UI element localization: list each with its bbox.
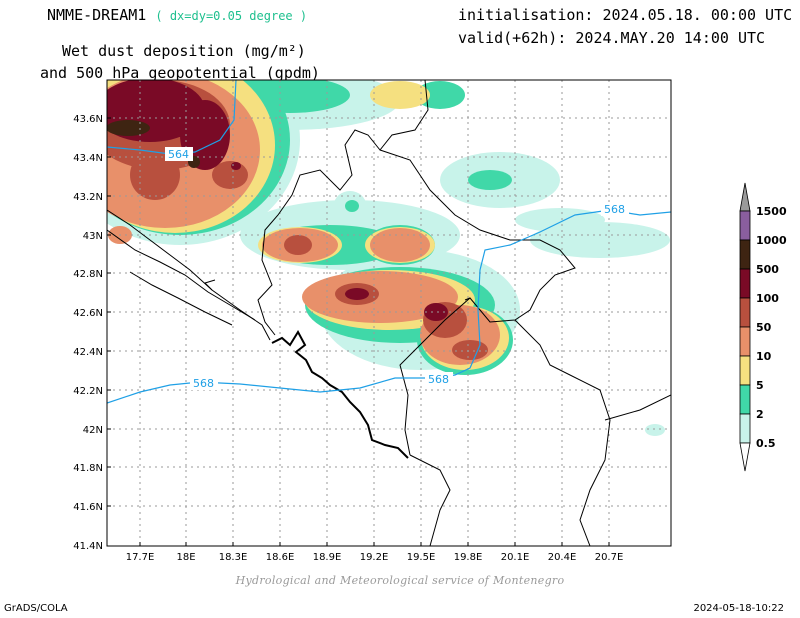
lat-label: 43.6N <box>73 114 103 125</box>
legend-swatch <box>739 355 751 386</box>
lat-label: 42.2N <box>73 386 103 397</box>
map-frame <box>106 79 672 547</box>
legend-label: 500 <box>756 263 779 276</box>
lat-label: 41.4N <box>73 541 103 552</box>
legend-label: 5 <box>756 379 764 392</box>
legend-swatch <box>739 268 751 299</box>
lat-label: 42N <box>83 425 103 436</box>
axis-ticks <box>107 117 610 546</box>
legend-swatch <box>739 210 751 241</box>
resolution-label: ( dx=dy=0.05 degree ) <box>155 9 308 23</box>
software-label: GrADS/COLA <box>4 603 68 614</box>
legend-top-arrow <box>739 182 751 212</box>
initialisation-time: initialisation: 2024.05.18. 00:00 UTC <box>458 6 793 24</box>
color-legend: 1500 1000 500 100 50 10 5 2 0.5 <box>739 182 787 472</box>
lat-label: 43.4N <box>73 153 103 164</box>
lon-label: 18E <box>176 552 195 563</box>
legend-swatch <box>739 239 751 270</box>
lon-label: 18.3E <box>219 552 248 563</box>
lat-label: 43N <box>83 231 103 242</box>
map-title-line1: Wet dust deposition (mg/m²) <box>62 42 306 60</box>
legend-label: 0.5 <box>756 437 776 450</box>
model-name: NMME-DREAM1 ( dx=dy=0.05 degree ) <box>47 6 307 24</box>
latitude-labels: 43.6N 43.4N 43.2N 43N 42.8N 42.6N 42.4N … <box>73 114 103 552</box>
lon-label: 19.2E <box>360 552 389 563</box>
legend-label: 2 <box>756 408 764 421</box>
lat-label: 43.2N <box>73 192 103 203</box>
contour-label: 568 <box>604 203 625 216</box>
model-label: NMME-DREAM1 <box>47 6 147 24</box>
contour-label: 568 <box>428 373 449 386</box>
legend-label: 100 <box>756 292 779 305</box>
lon-label: 19.5E <box>407 552 436 563</box>
contour-label: 564 <box>168 148 189 161</box>
valid-time: valid(+62h): 2024.MAY.20 14:00 UTC <box>458 29 766 47</box>
lon-label: 19.8E <box>454 552 483 563</box>
lat-label: 42.8N <box>73 269 103 280</box>
longitude-labels: 17.7E 18E 18.3E 18.6E 18.9E 19.2E 19.5E … <box>126 552 624 563</box>
legend-swatch <box>739 413 751 444</box>
map-gridlines <box>107 80 671 546</box>
credit-line: Hydrological and Meteorological service … <box>235 574 565 587</box>
legend-label: 1500 <box>756 205 787 218</box>
lon-label: 17.7E <box>126 552 155 563</box>
lat-label: 41.8N <box>73 463 103 474</box>
legend-label: 10 <box>756 350 772 363</box>
contour-labels: 564 568 568 568 <box>165 147 629 390</box>
contour-label-bg <box>601 202 629 216</box>
lon-label: 20.4E <box>548 552 577 563</box>
lat-label: 42.4N <box>73 347 103 358</box>
legend-swatch <box>739 297 751 328</box>
contour-label-bg <box>165 147 193 161</box>
lon-label: 20.1E <box>501 552 530 563</box>
legend-label: 50 <box>756 321 772 334</box>
legend-bottom-arrow <box>739 442 751 472</box>
legend-label: 1000 <box>756 234 787 247</box>
lon-label: 20.7E <box>595 552 624 563</box>
lon-label: 18.6E <box>266 552 295 563</box>
map-title-line2: and 500 hPa geopotential (gpdm) <box>40 64 320 82</box>
lat-label: 41.6N <box>73 502 103 513</box>
contour-label-bg <box>425 372 453 386</box>
geopotential-contours <box>107 80 671 404</box>
montenegro-coastline <box>271 329 409 459</box>
lon-label: 18.9E <box>313 552 342 563</box>
contour-label-bg <box>190 376 218 390</box>
legend-swatch <box>739 384 751 415</box>
legend-labels: 1500 1000 500 100 50 10 5 2 0.5 <box>756 205 787 450</box>
country-borders <box>107 80 671 546</box>
lat-label: 42.6N <box>73 308 103 319</box>
contour-label: 568 <box>193 377 214 390</box>
timestamp-label: 2024-05-18-10:22 <box>693 603 784 614</box>
legend-swatch <box>739 326 751 357</box>
